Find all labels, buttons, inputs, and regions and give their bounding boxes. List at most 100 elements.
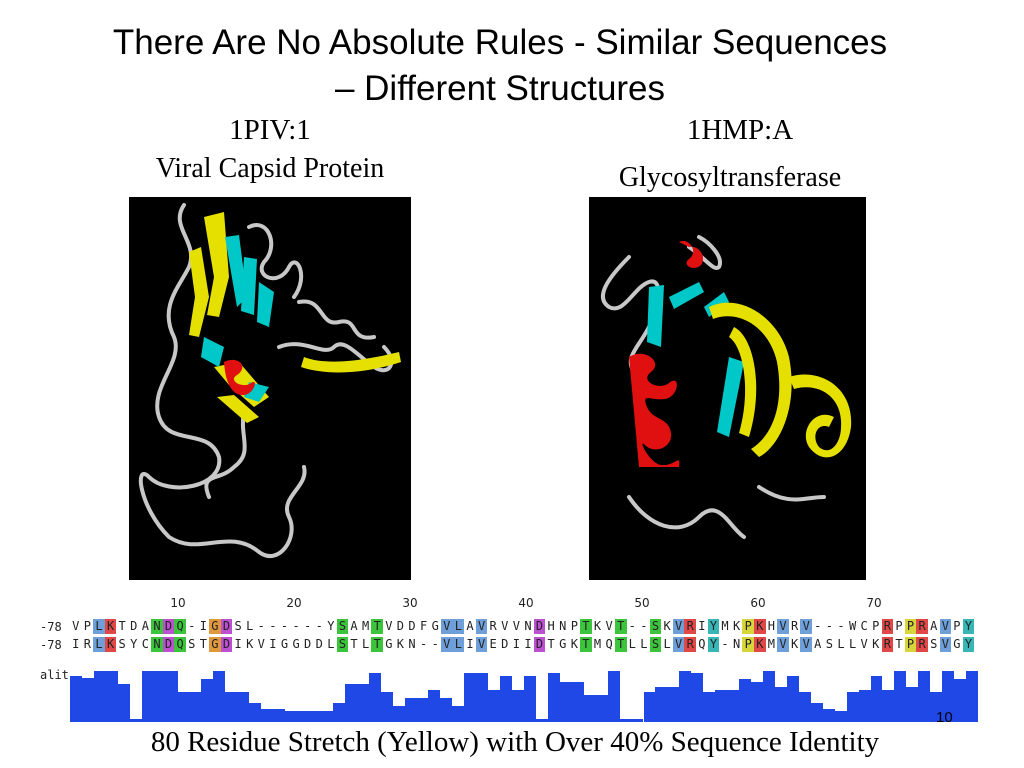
residue: K: [872, 637, 880, 651]
residue: V: [385, 619, 393, 633]
residue: M: [721, 619, 729, 633]
title-line-2: – Different Structures: [334, 69, 666, 108]
residue: P: [953, 619, 961, 633]
residue: K: [754, 637, 766, 652]
residue: M: [362, 619, 370, 633]
quality-bar: [105, 670, 118, 722]
residue: Y: [962, 619, 975, 634]
quality-bar: [153, 670, 166, 722]
residue: P: [904, 619, 917, 634]
residue: Y: [707, 637, 720, 652]
viral-capsid-ribbon: [138, 203, 401, 559]
residue: I: [234, 637, 242, 651]
residue: Y: [962, 637, 975, 652]
residue: T: [614, 619, 627, 634]
residue: T: [371, 637, 384, 652]
quality-bar: [762, 670, 775, 722]
residue: K: [104, 619, 117, 634]
residue: R: [489, 619, 497, 633]
residue: Q: [698, 637, 706, 651]
residue: -: [814, 619, 822, 633]
residue: -: [315, 619, 323, 633]
residue: -: [188, 619, 196, 633]
quality-bar: [237, 692, 250, 722]
residue: D: [220, 637, 233, 652]
residue: V: [777, 619, 789, 634]
ruler-tick-label: 10: [170, 596, 186, 610]
residue: N: [151, 637, 163, 652]
residue: -: [280, 619, 289, 633]
quality-bar: [535, 719, 548, 722]
quality-bar: [368, 673, 381, 722]
slide-number: 10: [936, 709, 953, 726]
residue: Y: [130, 637, 138, 651]
residue: V: [441, 619, 453, 634]
residue: R: [684, 619, 697, 634]
residue: T: [614, 637, 627, 652]
quality-bar: [464, 673, 477, 722]
residue: G: [559, 637, 567, 651]
quality-bar: [249, 703, 262, 722]
quality-bar: [739, 678, 752, 722]
quality-bar: [930, 692, 943, 722]
residue: S: [118, 637, 126, 651]
residue: P: [83, 619, 91, 633]
residue: V: [441, 637, 453, 652]
residue: V: [800, 637, 812, 652]
residue: I: [466, 637, 474, 651]
residue: N: [524, 619, 532, 633]
quality-bar: [488, 689, 501, 722]
quality-bar: [117, 684, 130, 722]
quality-bar: [476, 673, 489, 722]
residue: K: [104, 637, 117, 652]
residue: T: [547, 637, 555, 651]
quality-bar: [691, 673, 704, 722]
ruler-tick-label: 40: [518, 596, 534, 610]
residue: D: [408, 619, 416, 633]
quality-bar: [703, 692, 716, 722]
quality-bar: [500, 676, 513, 722]
residue: Y: [707, 619, 720, 634]
residue: D: [162, 619, 175, 634]
left-structure-image: [129, 197, 411, 580]
quality-bar: [882, 689, 895, 722]
residue: K: [733, 619, 741, 633]
quality-bar: [141, 670, 154, 722]
residue: V: [475, 637, 488, 652]
quality-bar: [607, 670, 620, 722]
residue: K: [570, 637, 578, 651]
residue: Q: [605, 637, 613, 651]
residue: N: [151, 619, 163, 634]
sequence-2-label: -78: [40, 637, 62, 652]
quality-bar: [392, 705, 405, 722]
quality-bar: [631, 719, 644, 722]
residue: S: [825, 637, 833, 651]
residue: M: [767, 637, 776, 651]
residue: K: [246, 637, 254, 651]
residue: R: [881, 619, 894, 634]
residue: I: [512, 637, 520, 651]
ruler-tick-label: 50: [634, 596, 650, 610]
residue: I: [269, 637, 277, 651]
residue: D: [533, 637, 546, 652]
quality-bar: [512, 689, 524, 722]
residue: F: [419, 619, 428, 633]
residue: A: [930, 619, 938, 633]
residue: D: [501, 637, 509, 651]
left-structure-name: Viral Capsid Protein: [155, 153, 385, 184]
residue: N: [733, 637, 741, 651]
residue: K: [396, 637, 405, 651]
residue: T: [350, 637, 358, 651]
residue: D: [130, 619, 138, 633]
quality-bar: [906, 686, 919, 722]
quality-bar: [165, 670, 178, 722]
residue: S: [649, 637, 662, 652]
residue: V: [72, 619, 80, 633]
residue: L: [452, 637, 465, 652]
quality-bar: [320, 711, 333, 722]
quality-bar: [547, 673, 560, 722]
residue: S: [188, 637, 196, 651]
